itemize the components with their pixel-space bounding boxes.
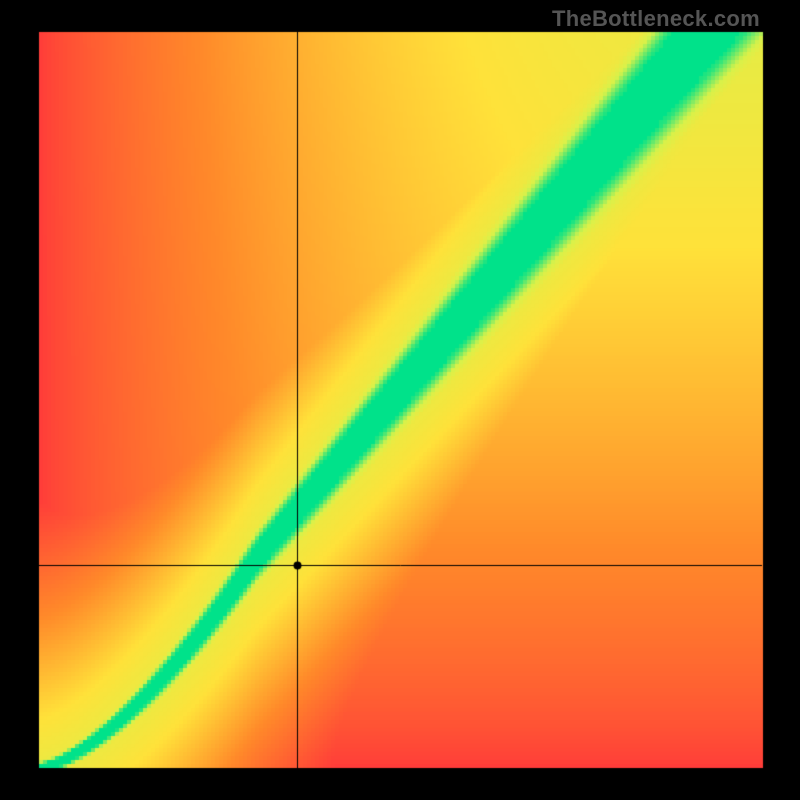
watermark-text: TheBottleneck.com bbox=[552, 6, 760, 32]
chart-container: TheBottleneck.com bbox=[0, 0, 800, 800]
bottleneck-heatmap bbox=[0, 0, 800, 800]
